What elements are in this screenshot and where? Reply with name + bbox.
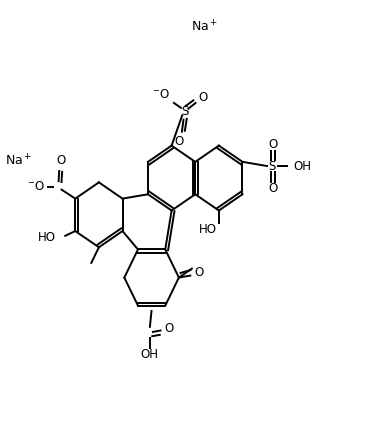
Text: O: O: [268, 138, 278, 151]
Text: Na$^+$: Na$^+$: [191, 19, 218, 34]
Text: HO: HO: [199, 223, 217, 236]
Text: O: O: [194, 266, 203, 279]
Text: OH: OH: [141, 348, 159, 361]
Text: S: S: [269, 160, 276, 173]
Text: O: O: [198, 91, 207, 104]
Text: HO: HO: [38, 230, 56, 243]
Text: O: O: [57, 154, 66, 167]
Text: OH: OH: [293, 160, 311, 173]
Text: $^{-}$O: $^{-}$O: [27, 180, 45, 193]
Text: Na$^+$: Na$^+$: [5, 153, 32, 168]
Text: O: O: [174, 135, 184, 148]
Text: O: O: [268, 182, 278, 195]
Text: O: O: [164, 322, 173, 335]
Text: S: S: [182, 105, 189, 118]
Text: $^{-}$O: $^{-}$O: [153, 88, 170, 101]
